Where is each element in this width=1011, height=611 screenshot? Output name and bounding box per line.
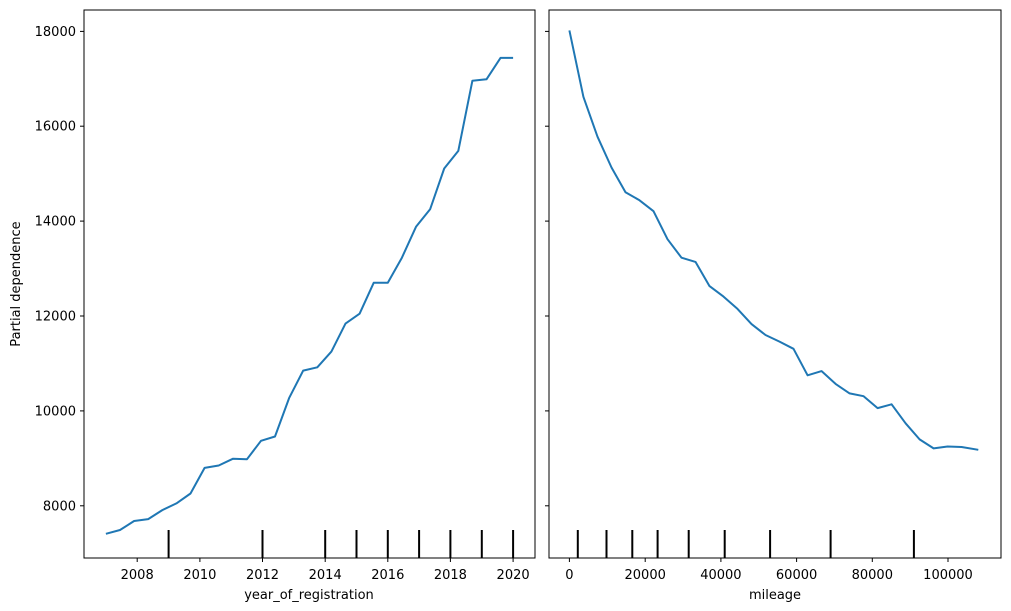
x-tick-label: 60000 bbox=[776, 568, 817, 583]
series-line-year-of-registration bbox=[105, 56, 514, 535]
y-tick-label: 18000 bbox=[35, 25, 76, 40]
x-ticks-mileage: 0 20000 40000 60000 80000 100000 bbox=[565, 558, 973, 583]
x-tick-label: 40000 bbox=[700, 568, 741, 583]
x-tick-label: 2010 bbox=[183, 568, 216, 583]
x-tick-label: 2014 bbox=[309, 568, 342, 583]
x-tick-label: 2008 bbox=[121, 568, 154, 583]
plot-frame-right bbox=[548, 9, 1002, 559]
y-tick-label: 10000 bbox=[35, 404, 76, 419]
y-axis-label: Partial dependence bbox=[9, 221, 24, 346]
x-tick-label: 80000 bbox=[852, 568, 893, 583]
panel-year-of-registration: 2008 2010 2012 2014 2016 2018 2020 8000 10000 12… bbox=[35, 9, 536, 603]
plot-frame-left bbox=[83, 9, 536, 559]
x-tick-label: 100000 bbox=[923, 568, 973, 583]
y-tick-label: 8000 bbox=[43, 499, 76, 514]
x-ticks-year-of-registration: 2008 2010 2012 2014 2016 2018 2020 bbox=[121, 558, 530, 583]
x-axis-label-year-of-registration: year_of_registration bbox=[244, 588, 374, 603]
x-axis-label-mileage: mileage bbox=[749, 588, 801, 603]
series-line-mileage bbox=[568, 30, 979, 451]
rug-marks-mileage bbox=[576, 530, 915, 558]
x-tick-label: 2020 bbox=[497, 568, 530, 583]
x-tick-label: 2012 bbox=[246, 568, 279, 583]
x-tick-label: 0 bbox=[565, 568, 573, 583]
x-tick-label: 20000 bbox=[625, 568, 666, 583]
y-ticks-right-panel bbox=[545, 30, 549, 507]
x-tick-label: 2016 bbox=[371, 568, 404, 583]
y-tick-label: 12000 bbox=[35, 310, 76, 325]
y-tick-label: 16000 bbox=[35, 120, 76, 135]
rug-marks-year-of-registration bbox=[167, 530, 515, 558]
panel-mileage: 0 20000 40000 60000 80000 100000 mileage bbox=[545, 9, 1002, 603]
x-tick-label: 2018 bbox=[434, 568, 467, 583]
y-tick-label: 14000 bbox=[35, 215, 76, 230]
y-ticks-left-panel: 8000 10000 12000 14000 16000 18000 bbox=[35, 25, 84, 514]
